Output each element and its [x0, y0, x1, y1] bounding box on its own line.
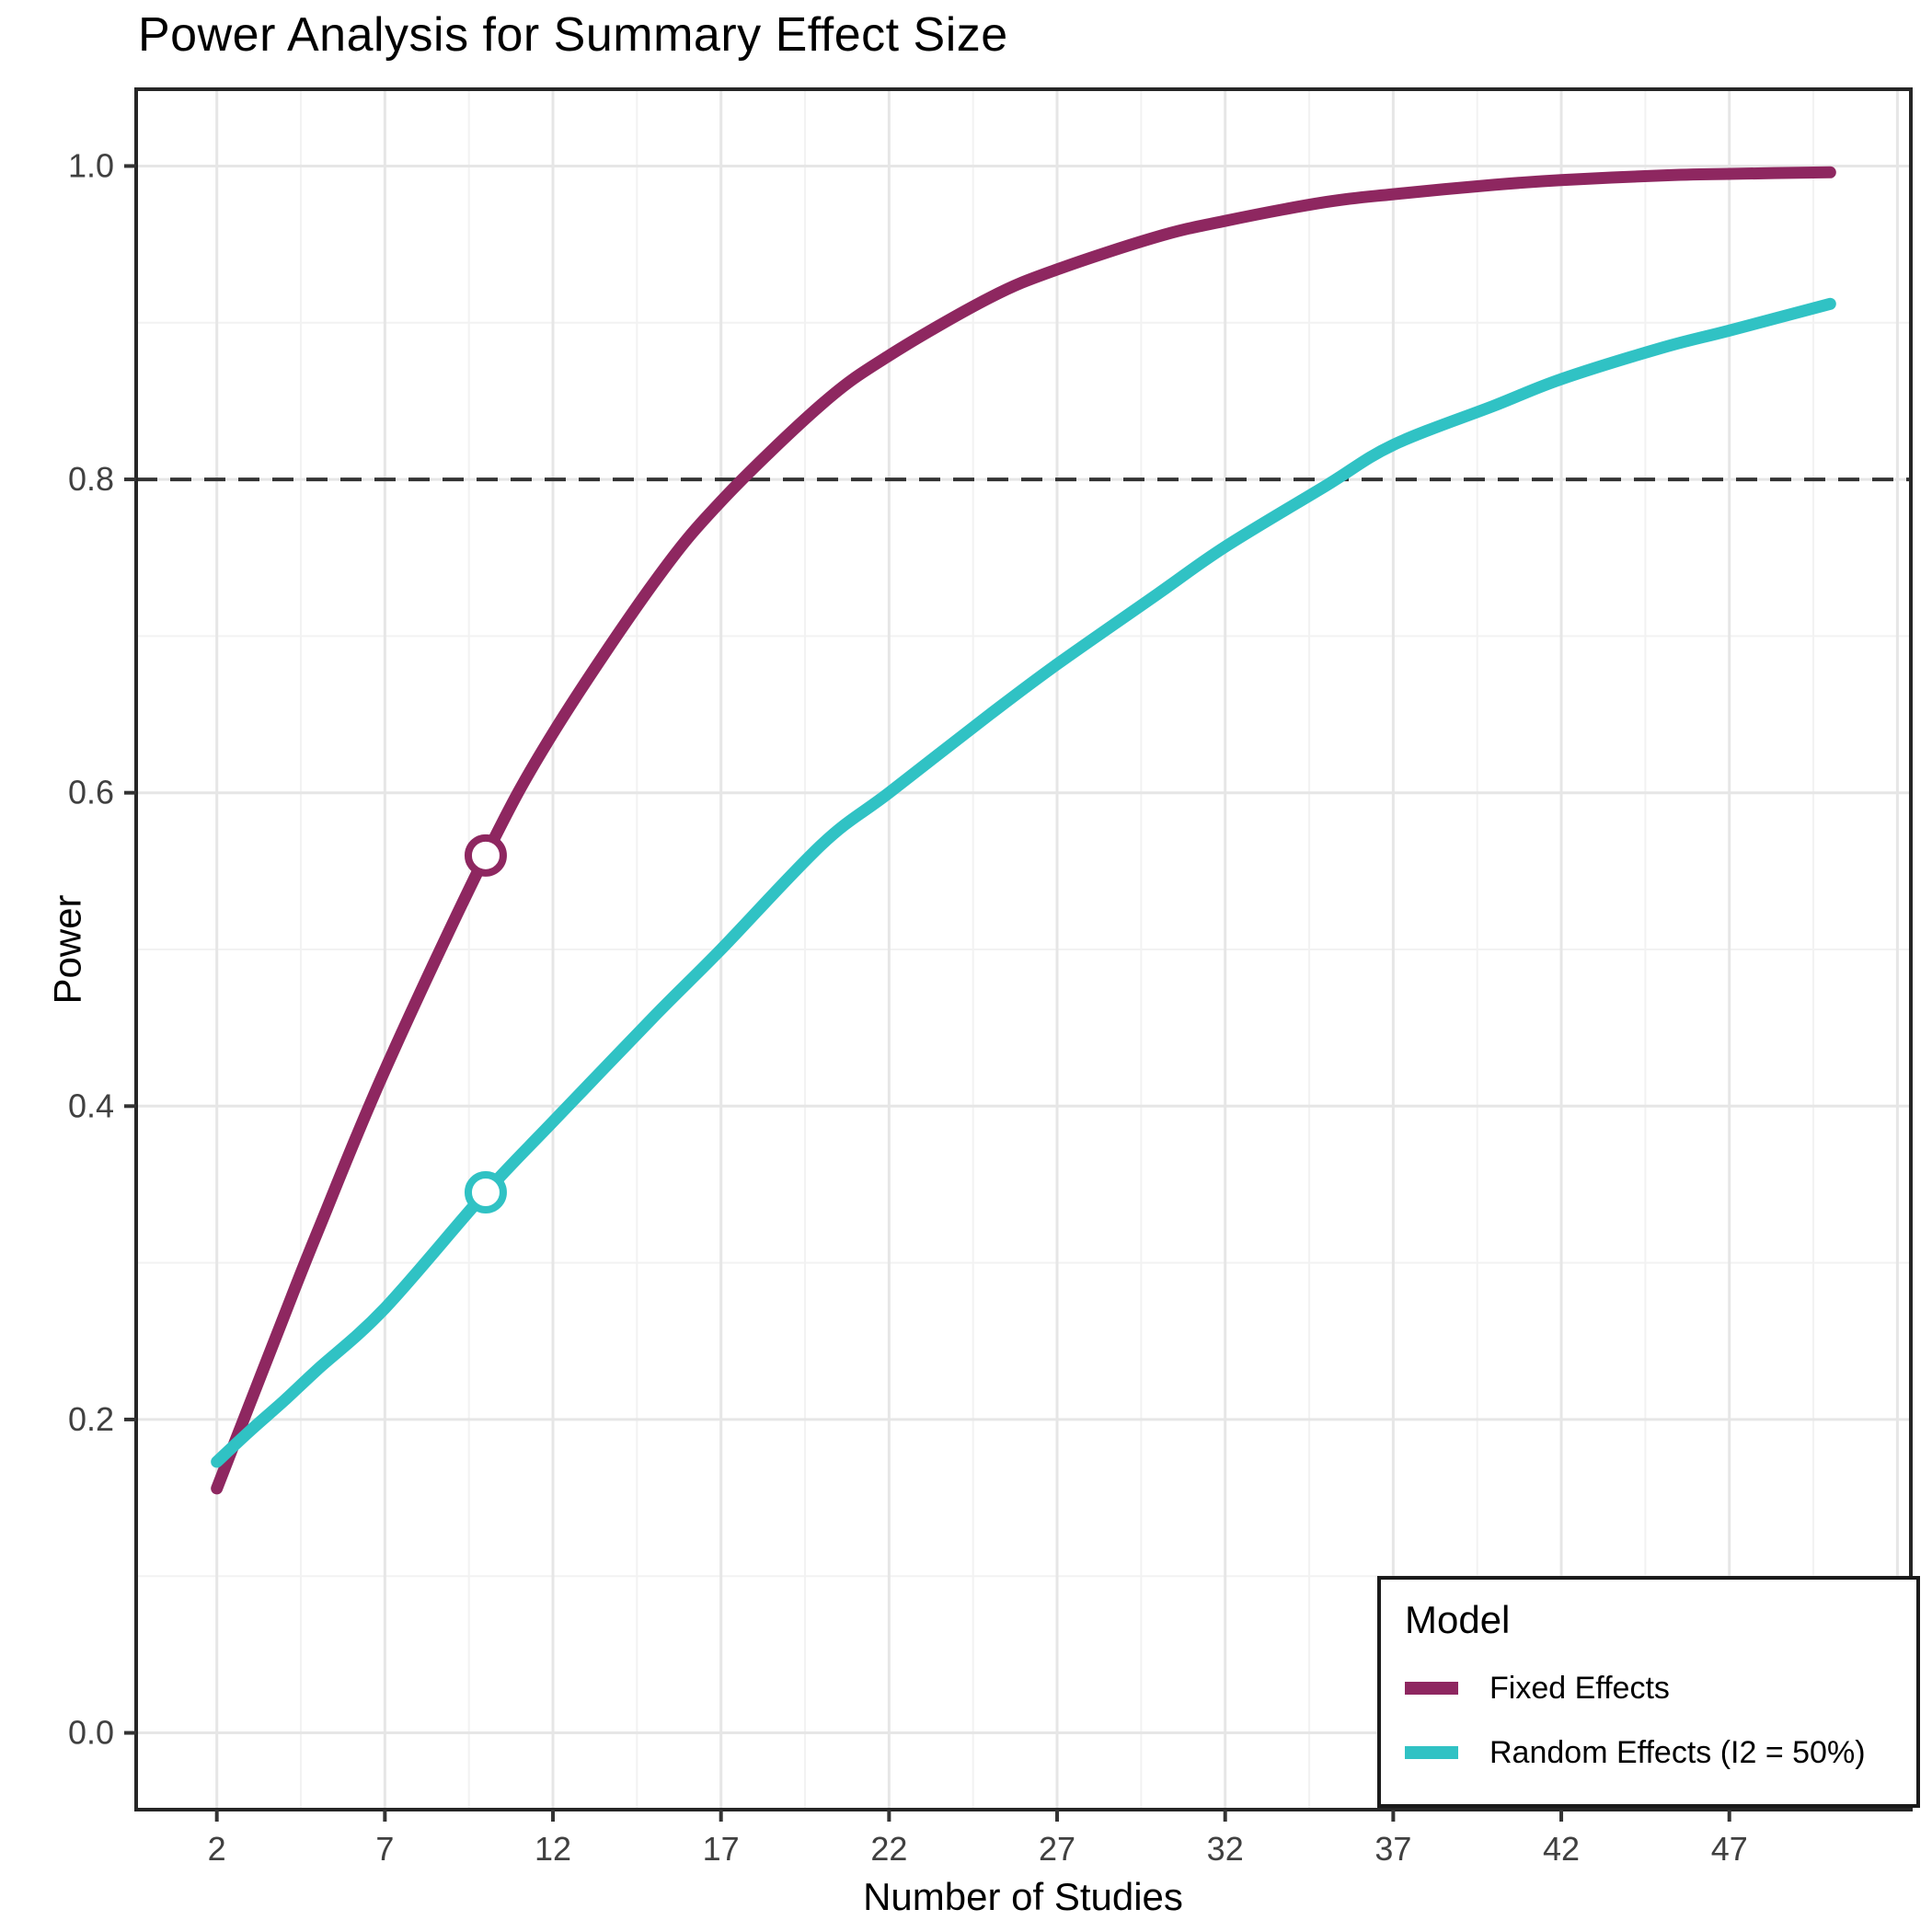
x-tick-label: 37 — [1374, 1830, 1411, 1868]
x-axis-title: Number of Studies — [863, 1875, 1183, 1918]
y-tick-label: 0.4 — [68, 1087, 114, 1124]
legend-items: Fixed Effects Random Effects (I2 = 50%) — [1405, 1670, 1916, 1770]
y-tick-label: 1.0 — [68, 146, 114, 184]
y-tick-label: 0.8 — [68, 460, 114, 498]
y-tick-label: 0.6 — [68, 774, 114, 811]
x-tick-label: 22 — [870, 1830, 907, 1868]
legend-item-fixed-effects: Fixed Effects — [1405, 1670, 1916, 1706]
y-axis-title: Power — [45, 894, 89, 1005]
x-tick-label: 17 — [703, 1830, 740, 1868]
x-tick-label: 42 — [1543, 1830, 1580, 1868]
curve-fixed-effects — [211, 166, 1836, 1495]
y-tick-label: 0.2 — [68, 1400, 114, 1438]
legend-item-random-effects: Random Effects (I2 = 50%) — [1405, 1734, 1916, 1770]
x-tick-label: 2 — [208, 1830, 226, 1868]
y-tick-label: 0.0 — [68, 1714, 114, 1752]
x-tick-label: 7 — [375, 1830, 394, 1868]
marker-random-effects-i2-50 — [464, 1170, 507, 1213]
panel-border — [134, 87, 1913, 1811]
curve-random-effects-i2-50 — [211, 297, 1836, 1468]
chart-title: Power Analysis for Summary Effect Size — [138, 8, 1008, 62]
legend-title: Model — [1405, 1598, 1511, 1641]
x-tick-label: 27 — [1039, 1830, 1075, 1868]
x-tick-label: 12 — [535, 1830, 571, 1868]
legend-item-label: Random Effects (I2 = 50%) — [1489, 1734, 1866, 1770]
x-tick-label: 32 — [1207, 1830, 1244, 1868]
legend-swatch-random-effects-icon — [1405, 1746, 1458, 1759]
legend: Model Fixed Effects Random Effects (I2 =… — [1377, 1576, 1920, 1808]
legend-item-label: Fixed Effects — [1489, 1670, 1670, 1706]
x-tick-label: 47 — [1711, 1830, 1748, 1868]
marker-fixed-effects — [464, 834, 507, 877]
legend-swatch-fixed-effects-icon — [1405, 1682, 1458, 1695]
